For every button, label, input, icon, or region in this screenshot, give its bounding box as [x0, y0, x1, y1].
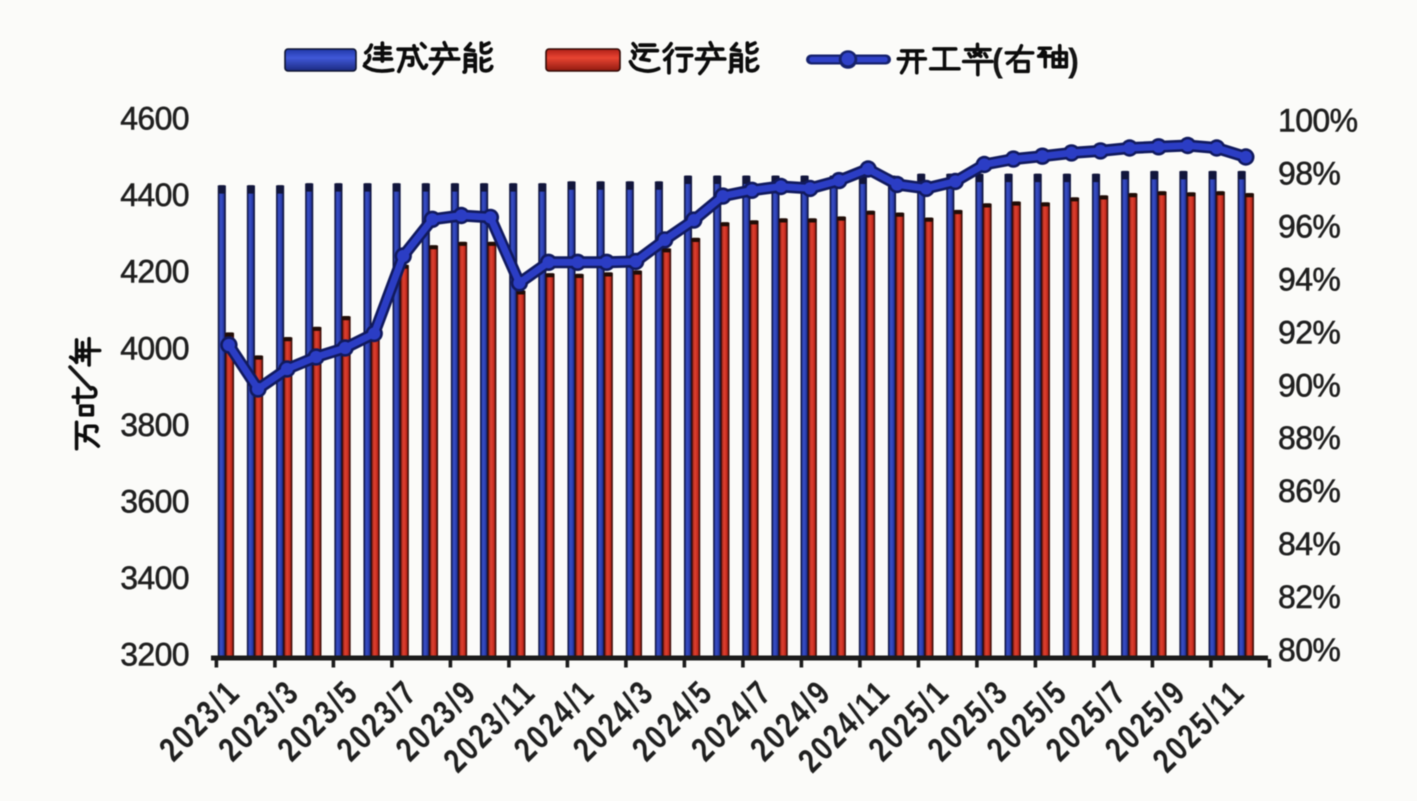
- svg-text:90%: 90%: [1278, 367, 1340, 403]
- svg-text:4200: 4200: [120, 254, 189, 290]
- svg-text:4000: 4000: [120, 330, 189, 366]
- svg-text:96%: 96%: [1278, 208, 1340, 244]
- svg-text:84%: 84%: [1278, 526, 1340, 562]
- svg-text:(: (: [992, 42, 1003, 79]
- svg-text:): ): [1068, 42, 1079, 79]
- svg-text:94%: 94%: [1278, 261, 1340, 297]
- svg-text:92%: 92%: [1278, 314, 1340, 350]
- svg-text:3600: 3600: [120, 483, 189, 519]
- svg-text:3800: 3800: [120, 407, 189, 443]
- svg-text:4400: 4400: [120, 177, 189, 213]
- svg-text:80%: 80%: [1278, 632, 1340, 668]
- svg-text:82%: 82%: [1278, 579, 1340, 615]
- svg-text:88%: 88%: [1278, 420, 1340, 456]
- svg-text:100%: 100%: [1278, 102, 1358, 138]
- svg-text:98%: 98%: [1278, 155, 1340, 191]
- svg-text:4600: 4600: [120, 100, 189, 136]
- svg-text:86%: 86%: [1278, 473, 1340, 509]
- svg-text:3400: 3400: [120, 560, 189, 596]
- svg-text:3200: 3200: [120, 637, 189, 673]
